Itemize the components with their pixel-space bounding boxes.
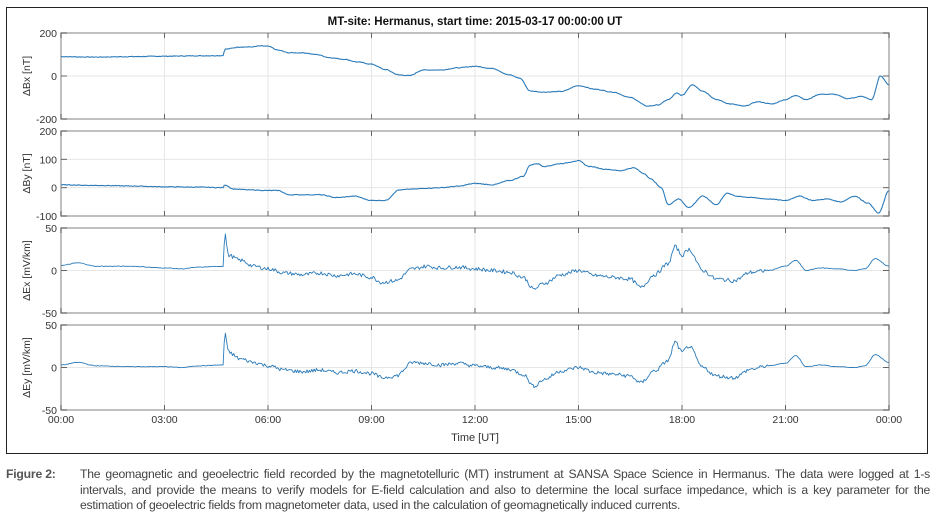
x-tick-label: 21:00 xyxy=(772,414,798,426)
figure-label: Figure 2: xyxy=(6,467,56,481)
x-axis-label: Time [UT] xyxy=(451,432,499,444)
x-tick-label: 15:00 xyxy=(565,414,591,426)
y-axis-label: ΔEy [mV/km] xyxy=(21,337,33,398)
y-axis-label: ΔEx [mV/km] xyxy=(21,240,33,301)
y-axis-label: ΔBx [nT] xyxy=(21,56,33,96)
y-tick-label: 50 xyxy=(45,223,57,235)
y-tick-label: -100 xyxy=(36,211,57,223)
y-tick-label: 50 xyxy=(45,320,57,332)
figure-caption-text: The geomagnetic and geoelectric field re… xyxy=(80,467,930,512)
panel-ey: -50 0 50 ΔEy [mV/km] xyxy=(21,320,890,417)
x-tick-label: 00:00 xyxy=(876,414,902,426)
y-tick-label: 0 xyxy=(51,363,57,375)
chart-title: MT-site: Hermanus, start time: 2015-03-1… xyxy=(328,16,623,28)
series-line-ey xyxy=(60,332,890,389)
y-tick-label: -50 xyxy=(42,405,57,417)
y-tick-label: -50 xyxy=(42,308,57,320)
y-axis-label: ΔBy [nT] xyxy=(21,153,33,193)
x-tick-label: 18:00 xyxy=(669,414,695,426)
y-tick-label: 200 xyxy=(39,28,57,40)
y-tick-label: 100 xyxy=(39,154,57,166)
x-tick-label: 09:00 xyxy=(358,414,384,426)
series-line-by xyxy=(61,159,890,214)
figure-frame xyxy=(6,7,928,454)
y-tick-label: 0 xyxy=(51,71,57,83)
x-tick-label: 06:00 xyxy=(255,414,281,426)
x-tick-label: 00:00 xyxy=(48,414,74,426)
x-tick-label: 12:00 xyxy=(462,414,488,426)
y-tick-label: -200 xyxy=(36,114,57,126)
panel-by: -100 0 100 200 ΔBy [nT] xyxy=(21,126,890,223)
x-tick-label: 03:00 xyxy=(151,414,177,426)
series-line-ex xyxy=(60,233,890,290)
panel-bx: -200 0 200 ΔBx [nT] xyxy=(21,28,890,126)
y-tick-label: 0 xyxy=(51,183,57,195)
y-tick-label: 200 xyxy=(39,126,57,138)
y-tick-label: 0 xyxy=(51,266,57,278)
geomagnetic-chart: MT-site: Hermanus, start time: 2015-03-1… xyxy=(21,16,902,444)
panel-ex: -50 0 50 ΔEx [mV/km] xyxy=(21,223,890,320)
series-line-bx xyxy=(60,45,890,107)
